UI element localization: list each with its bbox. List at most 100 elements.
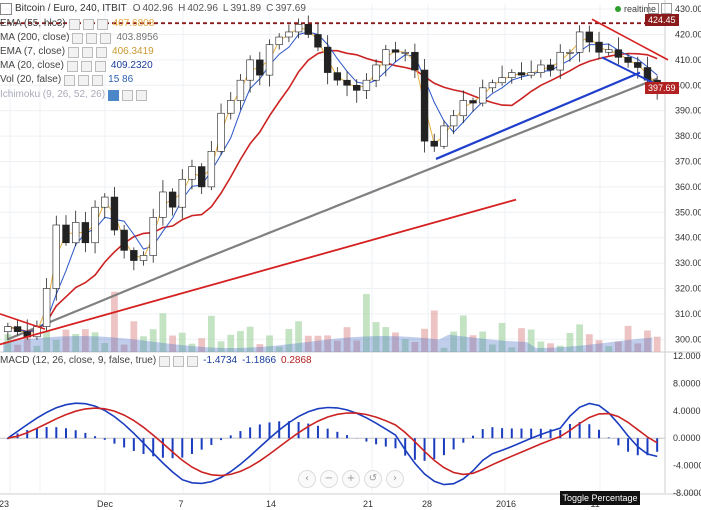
candle-body (197, 166, 206, 188)
candle-body (188, 166, 196, 180)
realtime-dot-icon (615, 6, 621, 12)
candle-body (353, 84, 361, 91)
candle-body (333, 72, 342, 81)
candle-body (275, 36, 283, 45)
volume-bar (518, 328, 525, 352)
macd-signal-line (7, 407, 658, 477)
candle-body (149, 217, 157, 256)
zoom-in-button[interactable]: + (342, 470, 360, 488)
macd-histogram-bar (394, 438, 397, 449)
close-icon[interactable] (136, 89, 148, 101)
close-icon[interactable] (100, 32, 112, 44)
close-icon[interactable] (94, 60, 106, 72)
eye-icon[interactable] (68, 46, 80, 58)
macd-histogram-bar (539, 428, 542, 439)
volume-bar (314, 335, 322, 352)
volume-bar (23, 335, 31, 352)
candle-body (488, 82, 497, 89)
macd-histogram-bar (181, 438, 184, 458)
candle-body (420, 69, 429, 142)
realtime-label: realtime (624, 4, 657, 14)
volume-bar (52, 340, 60, 352)
gear-icon[interactable] (82, 18, 94, 30)
eye-icon[interactable] (159, 355, 171, 367)
macd-line (7, 402, 658, 486)
volume-bar (634, 343, 642, 352)
candle-body (130, 250, 138, 261)
price-axis-label: 430.00 (675, 4, 701, 14)
zoom-out-button[interactable]: − (320, 470, 338, 488)
indicator-row[interactable]: EMA (55, hlc3) 407.6808 (0, 17, 154, 31)
macd-legend[interactable]: MACD (12, 26, close, 9, false, true) -1.… (0, 354, 312, 368)
macd-histogram-bar (200, 438, 203, 450)
volume-bar (537, 341, 545, 352)
indicator-row[interactable]: Vol (20, false) 15 86 (0, 73, 133, 87)
h-value: 402.96 (187, 3, 218, 14)
close-icon[interactable] (187, 355, 199, 367)
search-icon[interactable] (648, 3, 659, 14)
scroll-left-button[interactable]: ‹ (298, 470, 316, 488)
volume-bar (178, 332, 186, 352)
candle-body (285, 31, 293, 38)
price-axis-label: 400.00 (675, 80, 701, 90)
gear-icon[interactable] (82, 46, 94, 58)
macd-histogram-bar (530, 428, 533, 439)
eye-icon[interactable] (108, 89, 120, 101)
gear-icon[interactable] (173, 355, 185, 367)
macd-histogram-bar (501, 428, 504, 439)
volume-bar (91, 332, 99, 352)
eye-icon[interactable] (66, 60, 78, 72)
indicator-row[interactable]: MA (200, close) 403.8956 (0, 31, 158, 45)
candle-body (4, 326, 12, 332)
symbol-row: Bitcoin / Euro, 240, ITBIT O 402.96 H 40… (0, 2, 306, 16)
indicator-row[interactable]: EMA (7, close) 406.3419 (0, 45, 154, 59)
macd-histogram-bar (462, 438, 465, 443)
indicator-value: 407.6808 (112, 18, 155, 29)
macd-histogram-bar (239, 431, 242, 439)
eye-icon[interactable] (64, 74, 76, 86)
indicator-value: 15 86 (108, 74, 134, 85)
volume-bar (149, 329, 157, 352)
gear-icon[interactable] (122, 89, 134, 101)
price-axis-label: 390.00 (675, 106, 701, 116)
gear-icon[interactable] (86, 32, 98, 44)
settings-icon[interactable] (661, 3, 672, 14)
indicator-row[interactable]: Ichimoku (9, 26, 52, 26) (0, 88, 148, 102)
price-axis-label: 360.00 (675, 182, 701, 192)
volume-bar (159, 313, 167, 352)
reset-button[interactable]: ↺ (364, 470, 382, 488)
volume-bar (207, 315, 215, 352)
macd-histogram-bar (171, 438, 174, 459)
gear-icon[interactable] (80, 60, 92, 72)
support-trendline-red (0, 198, 517, 346)
candle-body (101, 196, 109, 208)
eye-icon[interactable] (68, 18, 80, 30)
indicator-name: Ichimoku (9, 26, 52, 26) (0, 89, 106, 100)
volume-bar (275, 346, 283, 352)
support-trendline-blue (435, 71, 641, 160)
macd-histogram-bar (384, 438, 387, 447)
eye-icon[interactable] (72, 32, 84, 44)
volume-bar (169, 335, 176, 352)
gear-icon[interactable] (78, 74, 90, 86)
candle-body (372, 64, 380, 81)
indicator-row[interactable]: MA (20, close) 409.2320 (0, 59, 153, 73)
volume-bar (411, 341, 419, 352)
close-icon[interactable] (96, 18, 108, 30)
close-icon[interactable] (92, 74, 104, 86)
close-icon[interactable] (96, 46, 108, 58)
macd-axis-label: -8.0000 (673, 488, 701, 498)
macd-axis-label: 0.0000 (673, 433, 701, 443)
volume-bar (343, 327, 351, 352)
macd-histogram-bar (578, 422, 581, 439)
candle-body (227, 100, 235, 114)
toggle-percentage-button[interactable]: Toggle Percentage (560, 491, 640, 505)
macd-histogram-bar (297, 421, 300, 439)
scroll-right-button[interactable]: › (386, 470, 404, 488)
macd-histogram-bar (404, 438, 407, 456)
time-axis-label: 21 (363, 499, 373, 509)
macd-histogram-bar (365, 438, 368, 442)
candle-body (624, 57, 632, 63)
